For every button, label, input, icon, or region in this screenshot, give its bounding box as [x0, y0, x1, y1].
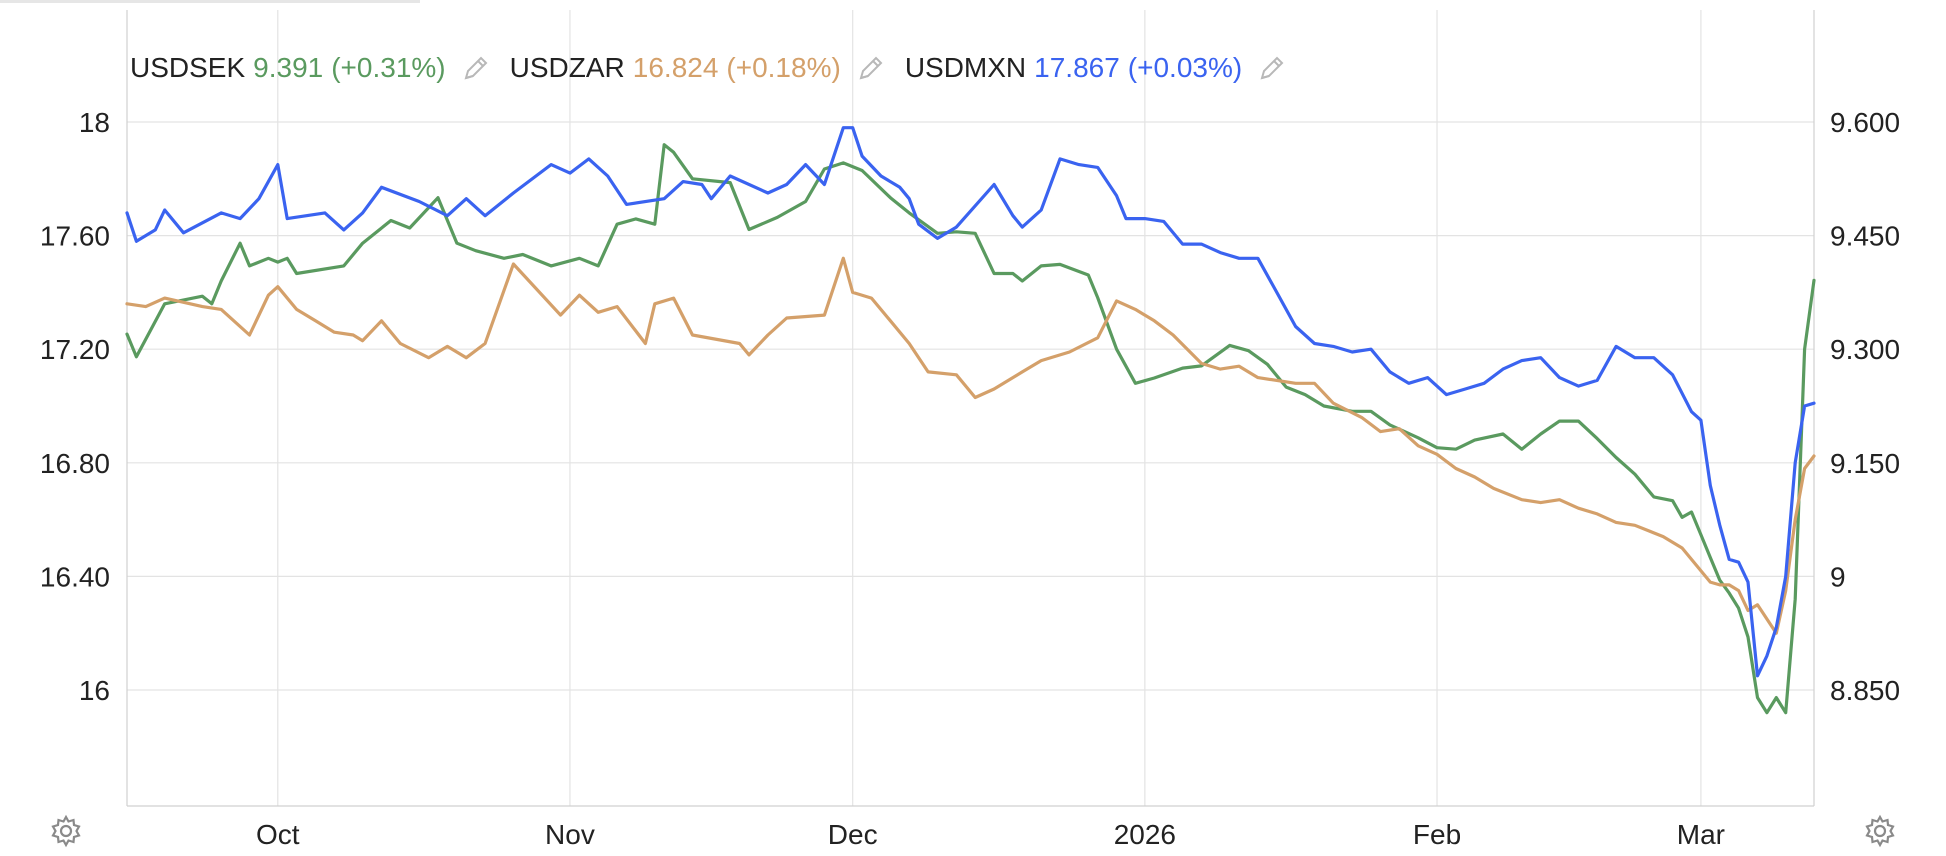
legend-symbol: USDZAR: [509, 52, 625, 83]
left-tick-label: 16.80: [40, 448, 110, 479]
legend-change: (+0.03%): [1127, 52, 1243, 83]
left-tick-label: 18: [79, 107, 110, 138]
legend-value: 17.867: [1034, 52, 1120, 83]
pencil-icon[interactable]: [855, 52, 887, 84]
x-tick-label: 2026: [1114, 819, 1176, 850]
legend-change: (+0.18%): [726, 52, 841, 83]
legend-value: 9.391: [253, 52, 324, 83]
legend: USDSEK 9.391 (+0.31%) USDZAR 16.824 (+0.…: [130, 52, 1306, 84]
legend-change: (+0.31%): [331, 52, 446, 83]
grid-layer: [127, 10, 1814, 806]
series-line-usdsek[interactable]: [125, 143, 1816, 715]
gear-icon-right[interactable]: [1862, 813, 1898, 849]
left-tick-label: 17.60: [40, 221, 110, 252]
series-line-usdmxn[interactable]: [125, 126, 1816, 678]
legend-symbol: USDMXN: [904, 52, 1027, 83]
left-tick-label: 16: [79, 675, 110, 706]
right-tick-label: 9.300: [1830, 334, 1900, 365]
x-tick-label: Nov: [545, 819, 595, 850]
series-line-usdzar[interactable]: [125, 256, 1816, 635]
pencil-icon[interactable]: [460, 52, 492, 84]
left-tick-label: 17.20: [40, 334, 110, 365]
right-tick-label: 8.850: [1830, 675, 1900, 706]
legend-item-usdzar[interactable]: USDZAR 16.824 (+0.18%): [510, 52, 887, 84]
right-tick-label: 9: [1830, 561, 1846, 592]
right-tick-label: 9.450: [1830, 221, 1900, 252]
legend-symbol: USDSEK: [130, 52, 246, 83]
legend-value: 16.824: [632, 52, 719, 83]
gear-icon-left[interactable]: [48, 813, 84, 849]
pencil-icon[interactable]: [1256, 52, 1288, 84]
right-tick-label: 9.150: [1830, 448, 1900, 479]
x-tick-label: Feb: [1413, 819, 1461, 850]
x-tick-label: Dec: [828, 819, 878, 850]
x-tick-label: Oct: [256, 819, 300, 850]
axis-layer: [126, 10, 1815, 807]
series-layer: [125, 126, 1816, 715]
right-tick-label: 9.600: [1830, 107, 1900, 138]
top-border-strip: [0, 0, 420, 3]
left-tick-label: 16.40: [40, 561, 110, 592]
label-layer: 16 16.40 16.80 17.20 17.60 18 8.850 9 9.150 9.300…: [40, 107, 1900, 850]
x-tick-label: Mar: [1677, 819, 1725, 850]
legend-item-usdmxn[interactable]: USDMXN 17.867 (+0.03%): [905, 52, 1288, 84]
legend-item-usdsek[interactable]: USDSEK 9.391 (+0.31%): [130, 52, 492, 84]
